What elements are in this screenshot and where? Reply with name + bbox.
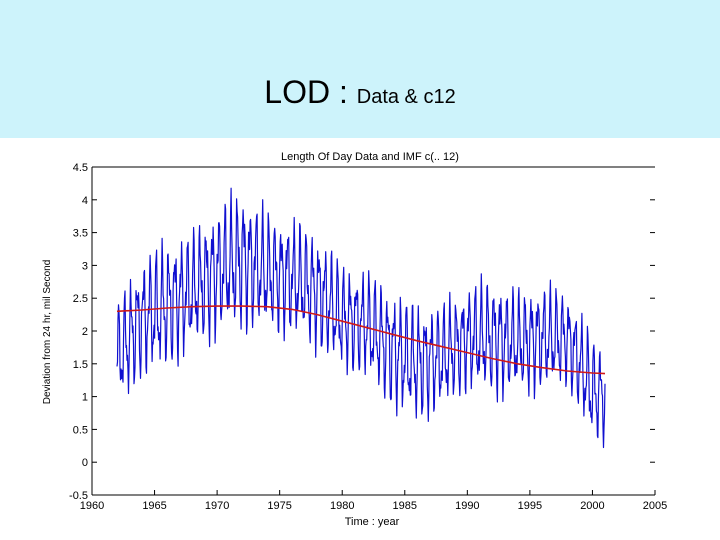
y-tick-label: 2.5: [73, 293, 88, 305]
slide-title-main: LOD :: [264, 74, 357, 110]
imf-c12-trend-line: [116, 305, 606, 375]
y-tick-label: 3.5: [73, 228, 88, 240]
x-tick-label: 1965: [142, 500, 166, 512]
x-tick-label: 1995: [518, 500, 542, 512]
y-tick-label: 4.5: [73, 162, 88, 174]
y-tick-label: 0: [82, 457, 88, 469]
y-tick-label: -0.5: [69, 490, 88, 502]
x-tick-label: 1960: [80, 500, 104, 512]
x-tick-label: 2000: [580, 500, 604, 512]
series: [116, 187, 606, 449]
axes: -0.5 0 0.5 1 1.5 2 2.5 3 3.5 4 4.5 1960 1965 1970 1975…: [69, 162, 667, 512]
y-tick-label: 1: [82, 392, 88, 404]
x-tick-label: 2005: [643, 500, 667, 512]
lod-data-line: [116, 187, 606, 449]
slide-header: LOD : Data & c12: [0, 0, 720, 138]
slide-title: LOD : Data & c12: [0, 74, 720, 111]
x-axis-label: Time : year: [345, 516, 400, 528]
chart-title: Length Of Day Data and IMF c(.. 12): [281, 151, 459, 163]
x-tick-label: 1990: [455, 500, 479, 512]
x-tick-label: 1980: [330, 500, 354, 512]
slide-title-sub: Data & c12: [356, 86, 456, 108]
x-tick-label: 1970: [205, 500, 229, 512]
y-tick-label: 3: [82, 260, 88, 272]
y-axis-label: Deviation from 24 hr, mil Second: [42, 260, 53, 405]
x-tick-label: 1975: [267, 500, 291, 512]
y-tick-label: 2: [82, 326, 88, 338]
x-tick-label: 1985: [393, 500, 417, 512]
y-tick-label: 0.5: [73, 424, 88, 436]
y-tick-label: 1.5: [73, 359, 88, 371]
y-tick-label: 4: [82, 195, 88, 207]
